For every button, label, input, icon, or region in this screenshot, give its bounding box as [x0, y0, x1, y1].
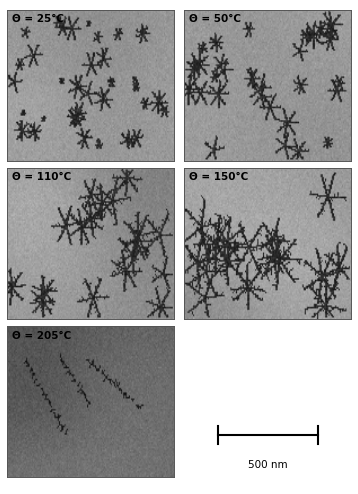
Text: Θ = 25°C: Θ = 25°C	[12, 14, 64, 24]
Text: Θ = 150°C: Θ = 150°C	[189, 172, 248, 182]
Text: Θ = 50°C: Θ = 50°C	[189, 14, 241, 24]
Text: 500 nm: 500 nm	[248, 460, 287, 470]
Text: Θ = 110°C: Θ = 110°C	[12, 172, 71, 182]
Text: Θ = 205°C: Θ = 205°C	[12, 330, 71, 340]
